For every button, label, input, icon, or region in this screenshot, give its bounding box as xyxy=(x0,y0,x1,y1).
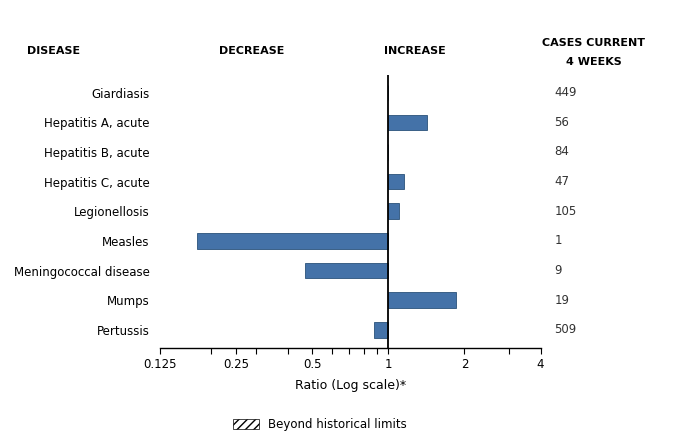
Bar xyxy=(388,293,456,308)
Text: 9: 9 xyxy=(554,264,562,277)
Text: CASES CURRENT: CASES CURRENT xyxy=(543,37,645,48)
Bar xyxy=(388,114,427,130)
Text: 4 WEEKS: 4 WEEKS xyxy=(566,57,622,66)
Bar xyxy=(197,233,388,249)
Text: 449: 449 xyxy=(554,86,577,99)
Text: DECREASE: DECREASE xyxy=(218,46,284,56)
Bar xyxy=(305,263,388,278)
Text: 105: 105 xyxy=(554,205,577,218)
Text: DISEASE: DISEASE xyxy=(27,46,80,56)
Text: 1: 1 xyxy=(554,235,562,247)
Text: INCREASE: INCREASE xyxy=(384,46,446,56)
Text: 47: 47 xyxy=(554,175,569,188)
Text: 56: 56 xyxy=(554,116,569,129)
Bar xyxy=(388,203,398,219)
Bar xyxy=(374,322,388,337)
Legend: Beyond historical limits: Beyond historical limits xyxy=(228,414,411,436)
Text: 84: 84 xyxy=(554,145,569,158)
X-axis label: Ratio (Log scale)*: Ratio (Log scale)* xyxy=(294,379,406,392)
Text: 19: 19 xyxy=(554,293,569,307)
Bar xyxy=(388,174,404,189)
Text: 509: 509 xyxy=(554,323,577,336)
